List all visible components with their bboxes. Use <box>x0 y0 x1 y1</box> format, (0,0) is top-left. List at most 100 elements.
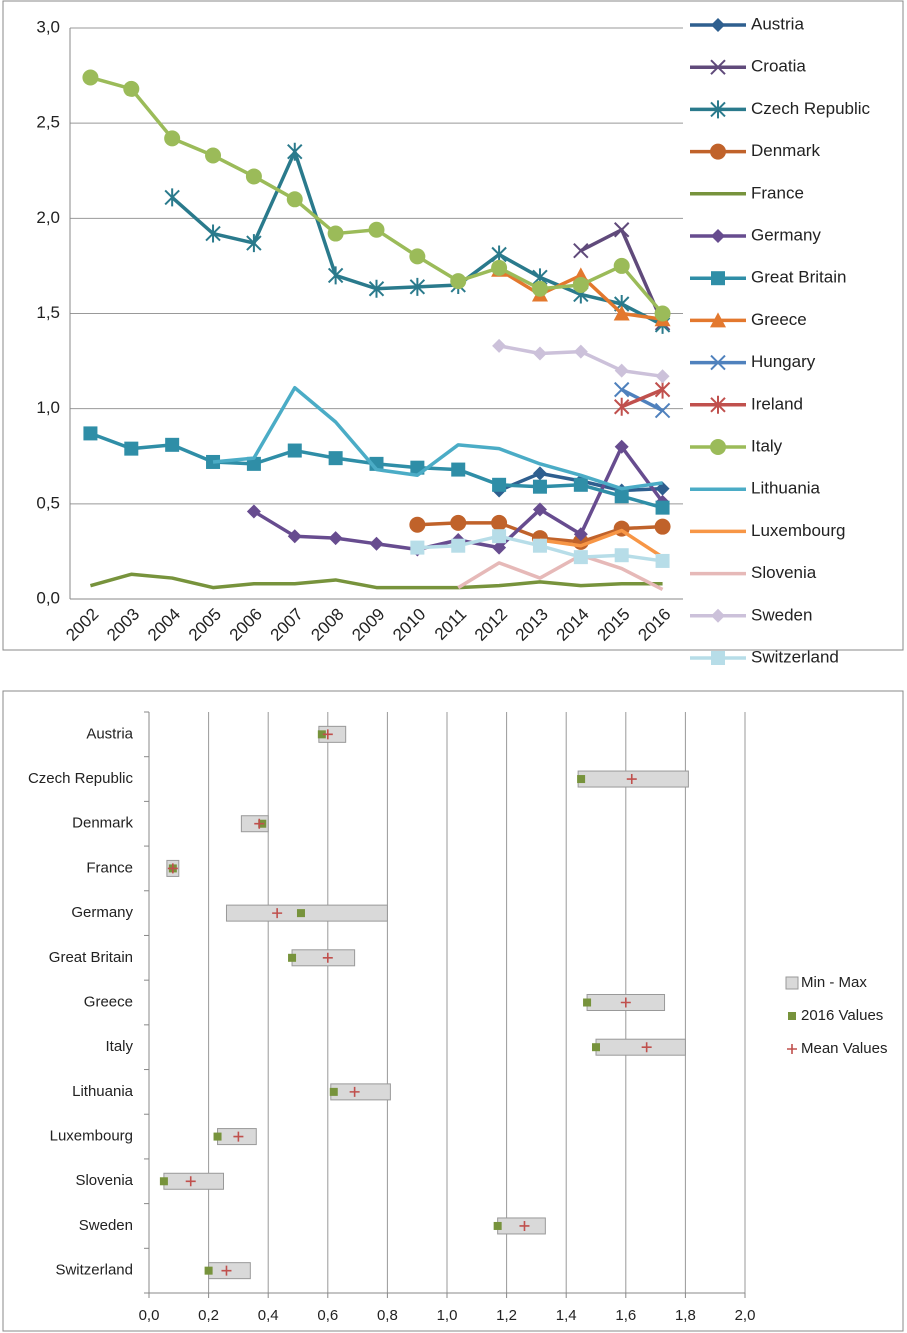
x-tick-label: 2005 <box>185 605 225 645</box>
marker <box>368 279 385 298</box>
marker <box>451 538 466 553</box>
y-tick-label: Luxembourg <box>50 1128 133 1145</box>
marker <box>654 380 671 399</box>
marker <box>246 456 261 471</box>
marker <box>532 479 547 494</box>
mean-marker <box>185 1176 196 1187</box>
legend-entry: Sweden <box>690 605 812 624</box>
x-tick-label: 2010 <box>389 605 429 645</box>
mean-marker <box>272 908 283 919</box>
mean-marker <box>349 1086 360 1097</box>
y-tick-label: Italy <box>105 1038 133 1055</box>
y-tick-label: 0,0 <box>36 588 60 607</box>
x-tick-label: 1,2 <box>496 1307 517 1324</box>
y-tick-label: Austria <box>86 725 133 742</box>
marker <box>614 489 629 504</box>
mean-marker <box>221 1265 232 1276</box>
marker <box>710 312 726 328</box>
mean-marker <box>620 997 631 1008</box>
value-2016 <box>583 998 592 1007</box>
marker <box>491 514 508 531</box>
legend-entry: France <box>690 183 804 202</box>
marker <box>711 651 725 665</box>
top-frame <box>2 0 904 651</box>
y-tick-label: 3,0 <box>36 17 60 36</box>
marker <box>327 225 344 242</box>
marker <box>492 338 507 353</box>
marker <box>409 516 426 533</box>
series-line <box>620 388 664 413</box>
x-tick-label: 1,4 <box>556 1307 577 1324</box>
legend-label: Germany <box>751 225 821 244</box>
marker <box>328 531 343 546</box>
marker <box>205 224 221 243</box>
legend-label: Greece <box>751 310 807 329</box>
x-tick-label: 0,4 <box>258 1307 279 1324</box>
marker <box>286 191 303 208</box>
value-2016 <box>577 775 586 784</box>
legend-entry: Hungary <box>690 352 816 371</box>
x-tick-label: 2007 <box>267 605 307 645</box>
marker <box>246 234 262 253</box>
x-tick-label: 2015 <box>594 605 634 645</box>
legend-entry: Luxembourg <box>690 521 846 540</box>
marker <box>655 553 670 568</box>
mean-marker <box>519 1220 530 1231</box>
y-tick-label: Greece <box>84 993 133 1010</box>
legend-entry: Slovenia <box>690 563 817 582</box>
y-tick-label: 2,0 <box>36 208 60 227</box>
marker <box>655 369 670 384</box>
marker <box>327 266 344 285</box>
y-tick-label: Sweden <box>79 1217 133 1234</box>
marker <box>573 527 588 542</box>
legend-label: Switzerland <box>751 647 839 666</box>
marker <box>368 221 385 238</box>
marker <box>613 397 630 416</box>
legend-label: Austria <box>751 14 804 33</box>
y-tick-label: 1,5 <box>36 303 60 322</box>
legend-swatch <box>788 1012 796 1020</box>
mean-marker <box>641 1042 652 1053</box>
marker <box>532 538 547 553</box>
y-tick-label: 0,5 <box>36 493 60 512</box>
y-tick-label: Great Britain <box>49 949 133 966</box>
marker <box>711 271 725 286</box>
legend-label: Luxembourg <box>751 521 846 540</box>
legend-label: Mean Values <box>801 1040 887 1057</box>
value-2016 <box>296 909 305 918</box>
marker <box>655 500 670 515</box>
value-2016 <box>329 1087 338 1096</box>
marker <box>710 354 726 371</box>
legend-label: Lithuania <box>751 479 821 498</box>
legend-label: 2016 Values <box>801 1007 883 1024</box>
marker <box>164 130 181 147</box>
y-tick-label: Denmark <box>72 815 133 832</box>
y-tick-label: 1,0 <box>36 398 60 417</box>
marker <box>613 257 630 274</box>
x-tick-label: 2003 <box>103 605 143 645</box>
x-tick-label: 1,6 <box>615 1307 636 1324</box>
x-tick-label: 2002 <box>62 605 102 645</box>
x-tick-label: 2013 <box>512 605 552 645</box>
x-tick-label: 0,6 <box>317 1307 338 1324</box>
series-line <box>457 553 664 592</box>
value-2016 <box>493 1221 502 1230</box>
x-tick-label: 0,8 <box>377 1307 398 1324</box>
bottom-frame <box>2 690 904 1332</box>
legend-entry: Italy <box>690 436 783 455</box>
marker <box>710 100 726 119</box>
marker <box>491 259 508 276</box>
marker <box>450 514 467 531</box>
legend-label: Sweden <box>751 605 812 624</box>
marker <box>245 168 262 185</box>
x-tick-label: 2,0 <box>735 1307 756 1324</box>
legend-label: Hungary <box>751 352 816 371</box>
marker <box>492 540 507 555</box>
x-tick-label: 2004 <box>144 605 184 645</box>
marker <box>573 477 588 492</box>
marker <box>450 273 467 290</box>
y-tick-label: Slovenia <box>75 1172 133 1189</box>
legend-label: Slovenia <box>751 563 817 582</box>
marker <box>532 346 547 361</box>
